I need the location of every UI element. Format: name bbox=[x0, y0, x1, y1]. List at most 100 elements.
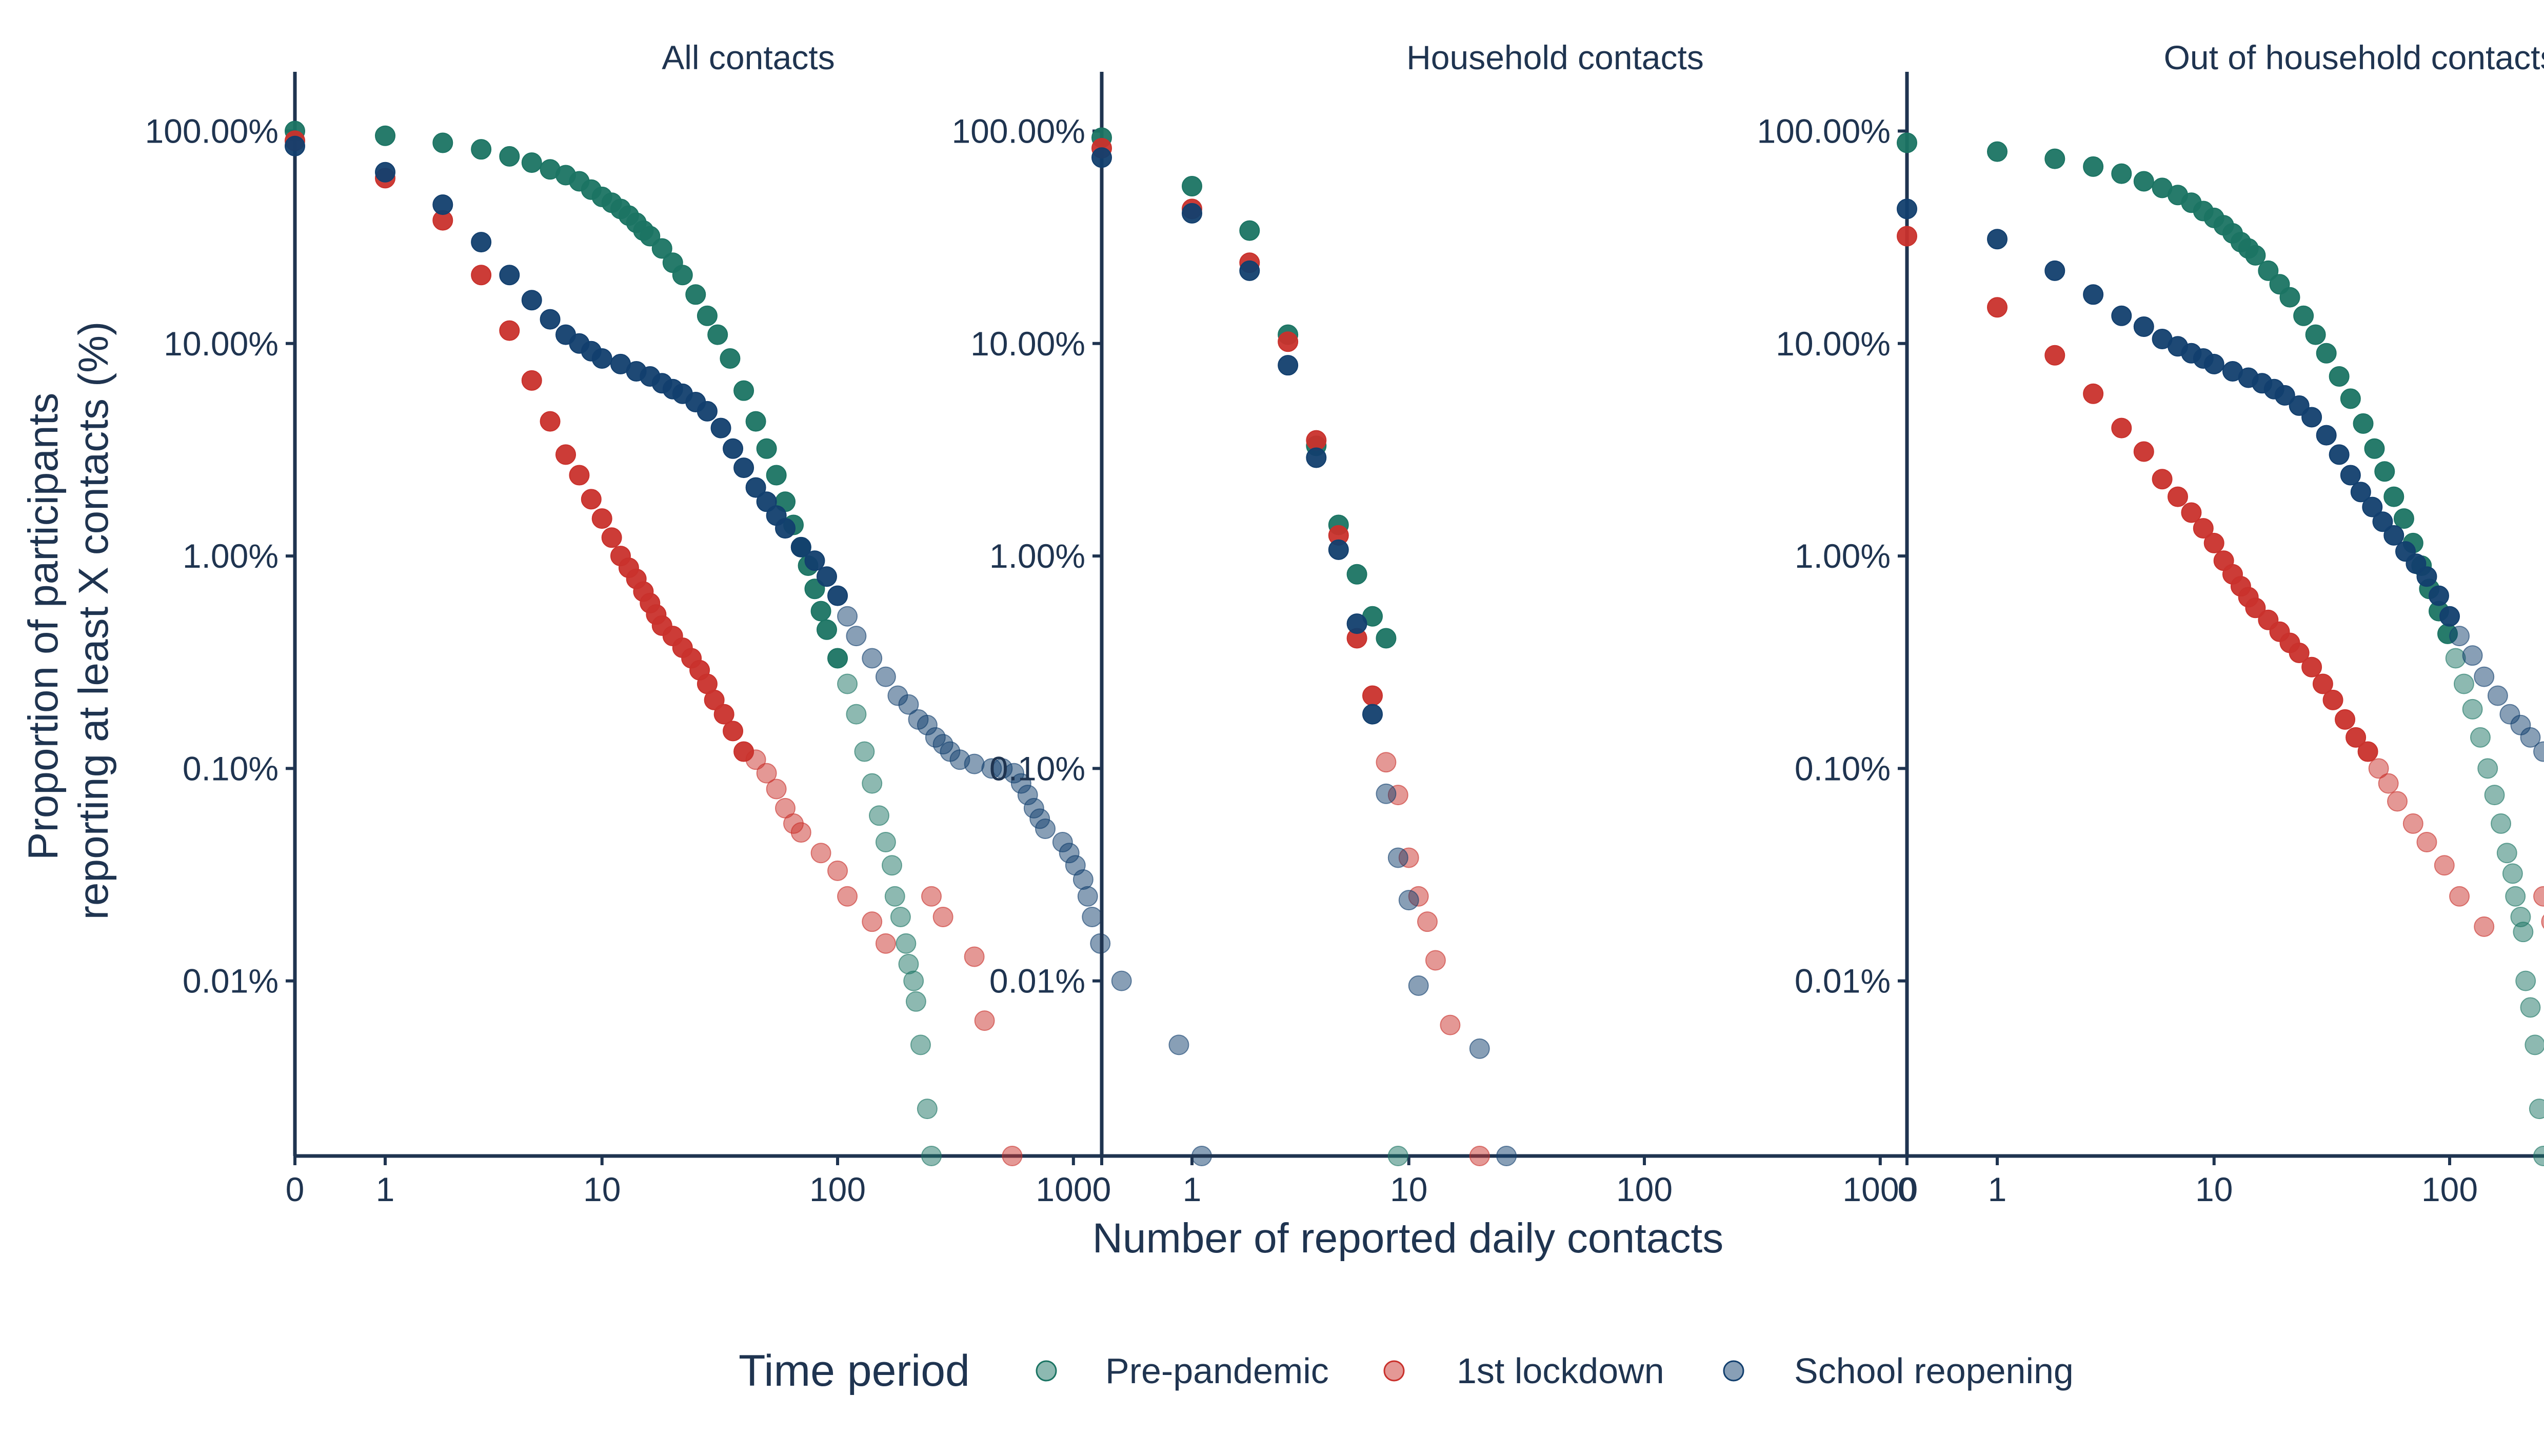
data-point bbox=[1239, 260, 1260, 281]
data-point bbox=[2245, 245, 2266, 266]
data-point bbox=[499, 265, 520, 286]
data-point bbox=[790, 822, 811, 843]
data-point bbox=[723, 438, 744, 459]
data-point bbox=[710, 417, 731, 438]
data-point bbox=[651, 238, 672, 259]
data-point bbox=[1376, 752, 1397, 773]
data-point bbox=[569, 465, 590, 486]
panel-2: Household contacts 100.00% 10.00% 1.00% 0.10… bbox=[951, 38, 2009, 1208]
data-point bbox=[2513, 922, 2534, 943]
data-point bbox=[375, 162, 396, 183]
data-point bbox=[1440, 1014, 1461, 1035]
data-point bbox=[2305, 324, 2326, 345]
data-point bbox=[921, 886, 942, 907]
data-point bbox=[2335, 709, 2356, 730]
data-point bbox=[704, 689, 725, 710]
y-axis-title-line-1: Proportion of participants bbox=[20, 393, 67, 861]
y-tick-label: 0.01% bbox=[183, 962, 279, 1000]
data-point bbox=[1362, 704, 1383, 725]
data-point bbox=[521, 152, 542, 173]
data-point bbox=[2152, 469, 2173, 490]
data-point bbox=[2181, 502, 2202, 523]
data-point bbox=[432, 132, 453, 153]
data-point bbox=[521, 370, 542, 391]
data-point bbox=[2133, 316, 2154, 337]
data-point bbox=[1035, 819, 1056, 840]
data-point bbox=[1091, 147, 1112, 168]
data-point bbox=[2044, 260, 2065, 281]
data-point bbox=[2428, 585, 2449, 606]
data-point bbox=[2340, 465, 2361, 486]
data-point bbox=[697, 305, 718, 326]
y-tick-label: 1.00% bbox=[183, 537, 279, 575]
data-point bbox=[733, 457, 754, 478]
data-point bbox=[2533, 1146, 2544, 1166]
data-point bbox=[2541, 914, 2544, 929]
data-point bbox=[1987, 229, 2008, 250]
data-point bbox=[2044, 345, 2065, 366]
data-point bbox=[896, 933, 917, 954]
data-point bbox=[2364, 438, 2385, 459]
data-point bbox=[2383, 525, 2404, 546]
data-point bbox=[2374, 461, 2395, 482]
data-point bbox=[2434, 855, 2455, 876]
y-tick-label: 1.00% bbox=[1795, 537, 1891, 575]
data-point bbox=[816, 566, 837, 587]
data-point bbox=[2449, 626, 2470, 647]
data-point bbox=[756, 438, 777, 459]
data-point bbox=[2368, 758, 2389, 779]
data-point bbox=[2520, 727, 2541, 748]
data-point bbox=[2525, 1034, 2544, 1055]
data-point bbox=[2505, 886, 2526, 907]
data-point bbox=[591, 348, 612, 369]
x-tick-label: 10 bbox=[1390, 1170, 1427, 1208]
data-point bbox=[1376, 628, 1397, 649]
x-tick-label: 100 bbox=[809, 1170, 866, 1208]
panel-3: Out of household contacts 100.00% 10.00% 1.… bbox=[1757, 38, 2544, 1208]
data-point bbox=[2168, 486, 2189, 507]
data-point bbox=[2491, 813, 2512, 834]
legend-item-pre-pandemic: Pre-pandemic bbox=[1036, 1351, 1329, 1391]
data-point bbox=[2372, 511, 2393, 532]
data-point bbox=[1077, 886, 1098, 907]
data-point bbox=[756, 763, 777, 784]
data-point bbox=[2502, 863, 2523, 884]
y-tick-label: 0.01% bbox=[989, 962, 1085, 1000]
data-point bbox=[1002, 1146, 1023, 1166]
data-point bbox=[285, 135, 305, 156]
y-tick-label: 1.00% bbox=[989, 537, 1085, 575]
data-point bbox=[2350, 482, 2371, 503]
data-point bbox=[2362, 496, 2383, 517]
data-point bbox=[2487, 685, 2508, 706]
data-point bbox=[2387, 791, 2408, 812]
data-point bbox=[1278, 331, 1299, 352]
data-point bbox=[2322, 689, 2343, 710]
data-point bbox=[2111, 305, 2132, 326]
data-point bbox=[540, 411, 561, 432]
x-tick-label: 0 bbox=[1898, 1170, 1917, 1208]
data-point bbox=[810, 843, 831, 864]
y-axis-title: Proportion of participants reporting at … bbox=[20, 322, 117, 920]
data-point bbox=[1346, 613, 1367, 634]
data-point bbox=[2353, 413, 2374, 434]
data-point bbox=[1408, 975, 1429, 996]
data-point bbox=[1306, 430, 1327, 451]
data-point bbox=[1425, 950, 1446, 971]
x-tick-label: 10 bbox=[2195, 1170, 2233, 1208]
data-point bbox=[766, 779, 787, 800]
x-axis-title: Number of reported daily contacts bbox=[1092, 1215, 1724, 1262]
y-tick-label: 0.01% bbox=[1795, 962, 1891, 1000]
data-point bbox=[713, 704, 734, 725]
data-point bbox=[375, 125, 396, 146]
data-point bbox=[1387, 847, 1408, 868]
data-point bbox=[1417, 911, 1438, 932]
data-point bbox=[1182, 203, 1203, 224]
facet-title: All contacts bbox=[662, 38, 834, 76]
data-point bbox=[2515, 970, 2536, 991]
data-point bbox=[2474, 666, 2495, 687]
data-point bbox=[2402, 813, 2423, 834]
data-point bbox=[766, 465, 787, 486]
data-point bbox=[1082, 906, 1103, 927]
data-point bbox=[640, 226, 661, 247]
